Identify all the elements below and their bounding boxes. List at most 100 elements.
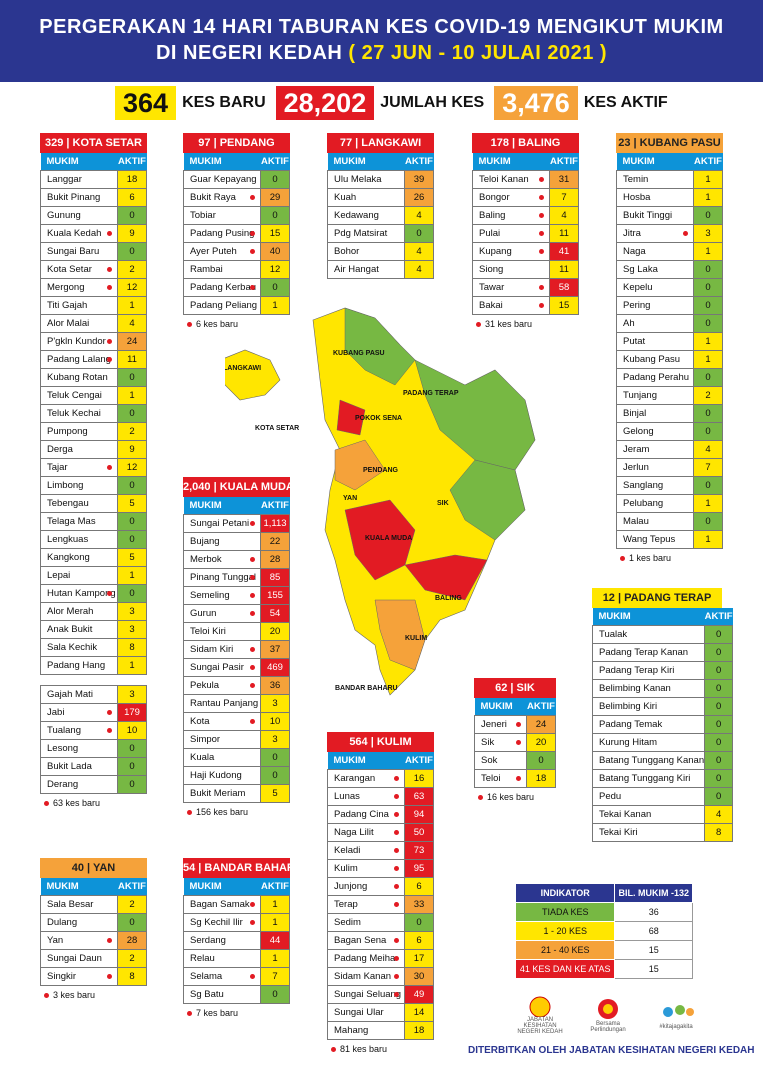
aktif-value: 54 bbox=[260, 603, 290, 623]
table-row: Rantau Panjang 3 bbox=[183, 693, 290, 713]
aktif-value: 179 bbox=[117, 702, 147, 722]
aktif-value: 4 bbox=[404, 205, 434, 225]
table-row: Kepelu 0 bbox=[616, 277, 723, 297]
aktif-value: 469 bbox=[260, 657, 290, 677]
col-mukim: MUKIM bbox=[474, 698, 527, 715]
map-label: PENDANG bbox=[363, 467, 399, 474]
table-row: Wang Tepus 1 bbox=[616, 529, 723, 549]
aktif-value: 1 bbox=[117, 295, 147, 315]
map-label: PADANG TERAP bbox=[403, 390, 459, 397]
mukim-name: Limbong bbox=[40, 475, 118, 495]
kes-aktif-number: 3,476 bbox=[494, 86, 578, 120]
table-row: Merbok 28 bbox=[183, 549, 290, 569]
mukim-name: Serdang bbox=[183, 930, 261, 950]
aktif-value: 0 bbox=[260, 277, 290, 297]
new-case-dot-icon bbox=[250, 230, 255, 236]
col-mukim: MUKIM bbox=[40, 878, 118, 895]
aktif-value: 73 bbox=[404, 840, 434, 860]
mukim-name: Padang Kerbau bbox=[183, 277, 261, 297]
aktif-value: 15 bbox=[549, 295, 579, 315]
table-row: Junjong 6 bbox=[327, 876, 434, 896]
mukim-name: Derga bbox=[40, 439, 118, 459]
mukim-name: Langgar bbox=[40, 169, 118, 189]
aktif-value: 0 bbox=[704, 660, 734, 680]
district-title: 54 | BANDAR BAHARU bbox=[183, 858, 303, 878]
mukim-name: Hosba bbox=[616, 187, 694, 207]
table-row: Sg Laka 0 bbox=[616, 259, 723, 279]
new-case-dot-icon bbox=[331, 1046, 336, 1052]
table-row: Binjal 0 bbox=[616, 403, 723, 423]
mukim-name: Padang Pusing bbox=[183, 223, 261, 243]
aktif-value: 2 bbox=[117, 894, 147, 914]
map-label: LANGKAWI bbox=[225, 365, 261, 372]
mukim-name: Sg Laka bbox=[616, 259, 694, 279]
panel-baling: 178 | BALING MUKIM AKTIF Teloi Kanan 31 Bongo… bbox=[472, 133, 579, 329]
mukim-name: Teloi bbox=[474, 768, 527, 788]
mukim-name: Bagan Sena bbox=[327, 930, 405, 950]
table-row: Teloi 18 bbox=[474, 768, 556, 788]
map-label: KUBANG PASU bbox=[333, 350, 385, 357]
table-row: Bukit Tinggi 0 bbox=[616, 205, 723, 225]
col-aktif: AKTIF bbox=[117, 153, 147, 170]
table-row: Bagan Sena 6 bbox=[327, 930, 434, 950]
table-row: Padang Temak 0 bbox=[591, 714, 734, 734]
table-row: Bukit Lada 0 bbox=[40, 756, 147, 776]
table-row: Telaga Mas 0 bbox=[40, 511, 147, 531]
table-row: Bukit Meriam 5 bbox=[183, 783, 290, 803]
aktif-value: 16 bbox=[404, 768, 434, 788]
mukim-name: Sg Kechil Ilir bbox=[183, 912, 261, 932]
new-case-dot-icon bbox=[478, 794, 483, 800]
map-label: POKOK SENA bbox=[355, 415, 402, 422]
table-row: Jerlun 7 bbox=[616, 457, 723, 477]
aktif-value: 0 bbox=[117, 511, 147, 531]
new-cases-note: 63 kes baru bbox=[40, 798, 147, 808]
table-row: Teluk Cengai 1 bbox=[40, 385, 147, 405]
aktif-value: 15 bbox=[260, 223, 290, 243]
table-row: Alor Malai 4 bbox=[40, 313, 147, 333]
legend-value: 36 bbox=[614, 902, 693, 922]
new-case-dot-icon bbox=[394, 847, 399, 853]
mukim-name: Jabi bbox=[40, 702, 118, 722]
table-row: Gajah Mati 3 bbox=[40, 684, 147, 704]
new-case-dot-icon bbox=[44, 992, 49, 998]
aktif-value: 0 bbox=[526, 750, 556, 770]
table-row: Sungai Seluang 49 bbox=[327, 984, 434, 1004]
col-mukim: MUKIM bbox=[183, 153, 261, 170]
aktif-value: 0 bbox=[704, 678, 734, 698]
col-aktif: AKTIF bbox=[404, 153, 434, 170]
mukim-name: Ulu Melaka bbox=[327, 169, 405, 189]
table-row: Sidam Kanan 30 bbox=[327, 966, 434, 986]
aktif-value: 28 bbox=[117, 930, 147, 950]
aktif-value: 49 bbox=[404, 984, 434, 1004]
table-row: Lepai 1 bbox=[40, 565, 147, 585]
table-row: Gunung 0 bbox=[40, 205, 147, 225]
table-row: Belimbing Kiri 0 bbox=[591, 696, 734, 716]
new-case-dot-icon bbox=[44, 800, 49, 806]
legend-value: 68 bbox=[614, 921, 693, 941]
table-row: Padang Perahu 0 bbox=[616, 367, 723, 387]
new-case-dot-icon bbox=[476, 321, 481, 327]
aktif-value: 0 bbox=[117, 205, 147, 225]
mukim-name: Keladi bbox=[327, 840, 405, 860]
new-case-dot-icon bbox=[394, 901, 399, 907]
table-row: Pering 0 bbox=[616, 295, 723, 315]
aktif-value: 11 bbox=[549, 259, 579, 279]
mukim-name: Sidam Kanan bbox=[327, 966, 405, 986]
footer-publisher: DITERBITKAN OLEH JABATAN KESIHATAN NEGER… bbox=[468, 1045, 755, 1056]
district-title: 564 | KULIM bbox=[327, 732, 434, 752]
map-region-langkawi bbox=[225, 349, 281, 401]
aktif-value: 1 bbox=[693, 349, 723, 369]
new-case-dot-icon bbox=[250, 284, 255, 290]
table-row: Ayer Puteh 40 bbox=[183, 241, 290, 261]
aktif-value: 11 bbox=[117, 349, 147, 369]
map-label: KOTA SETAR bbox=[255, 425, 299, 432]
aktif-value: 0 bbox=[404, 912, 434, 932]
mukim-name: Kubang Rotan bbox=[40, 367, 118, 387]
district-table: MUKIM AKTIF Sungai Petani 1,113 Bujang 22 Merb… bbox=[183, 497, 290, 803]
table-row: Naga 1 bbox=[616, 241, 723, 261]
panel-yan: 40 | YAN MUKIM AKTIF Sala Besar 2 Dulang 0 Yan 2… bbox=[40, 858, 147, 1000]
map-label: KULIM bbox=[405, 635, 427, 642]
table-row: Selama 7 bbox=[183, 966, 290, 986]
mukim-name: Sanglang bbox=[616, 475, 694, 495]
aktif-value: 0 bbox=[260, 765, 290, 785]
